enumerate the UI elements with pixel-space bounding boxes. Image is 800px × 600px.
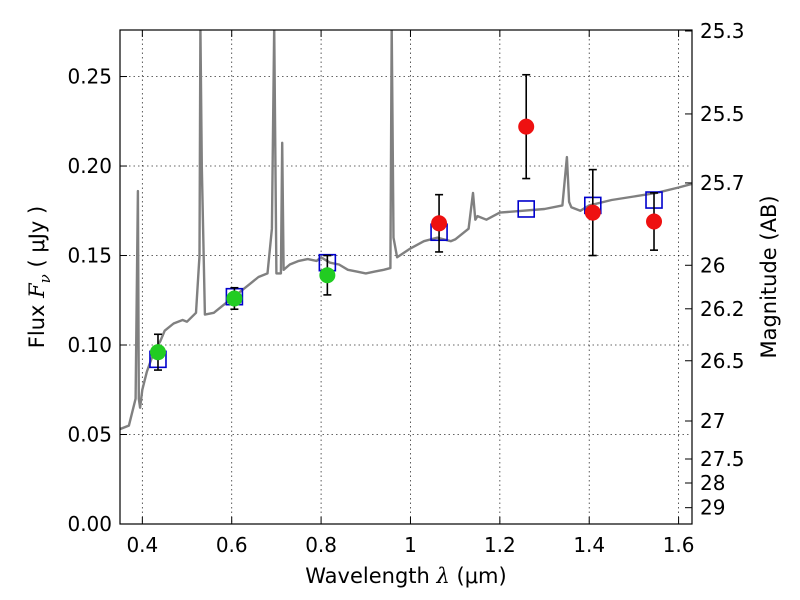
synthetic-flux-square <box>517 200 536 218</box>
mag-tick-label: 27.5 <box>700 447 745 471</box>
photometry-point <box>646 213 663 230</box>
photometry-point <box>584 204 601 221</box>
photometry-point <box>319 267 336 284</box>
y-axis-title: Flux Fν ( μJy ) <box>25 206 54 348</box>
y-tick-label: 0.25 <box>67 65 112 89</box>
plot-area <box>120 30 692 431</box>
mag-tick-label: 27 <box>700 409 725 433</box>
mag-tick-label: 25.3 <box>700 19 745 43</box>
mag-tick-label: 29 <box>700 496 725 520</box>
photometry-point <box>518 118 535 135</box>
x-axis-title: Wavelength λ (μm) <box>305 564 506 588</box>
axis-ticks: 0.4 0.6 0.8 1 1.2 1.4 1.6 0.00 0.05 0.10 0.15 0.20 0… <box>67 19 744 557</box>
x-tick-label: 1 <box>404 533 417 557</box>
mag-tick-label: 26.2 <box>700 297 745 321</box>
y-tick-label: 0.15 <box>67 244 112 268</box>
photometry-point <box>226 290 243 307</box>
mag-tick-label: 25.5 <box>700 102 745 126</box>
x-tick-label: 0.4 <box>126 533 158 557</box>
mag-tick-label: 26.5 <box>700 349 745 373</box>
y-tick-label: 0.20 <box>67 154 112 178</box>
mag-tick-label: 28 <box>700 471 725 495</box>
x-tick-label: 1.4 <box>573 533 605 557</box>
x-tick-label: 1.6 <box>663 533 695 557</box>
y-tick-label: 0.00 <box>67 512 112 536</box>
x-tick-label: 0.6 <box>216 533 248 557</box>
photometry-point <box>431 215 448 232</box>
plot-frame <box>119 29 693 525</box>
x-tick-label: 1.2 <box>484 533 516 557</box>
grid-lines <box>120 30 692 524</box>
y-tick-label: 0.05 <box>67 423 112 447</box>
y2-axis-title: Magnitude (AB) <box>757 195 781 358</box>
x-tick-label: 0.8 <box>305 533 337 557</box>
model-spectrum-line <box>120 30 692 431</box>
mag-tick-label: 25.7 <box>700 171 745 195</box>
y-tick-label: 0.10 <box>67 333 112 357</box>
mag-tick-label: 26 <box>700 253 725 277</box>
photometry-point <box>149 344 166 361</box>
